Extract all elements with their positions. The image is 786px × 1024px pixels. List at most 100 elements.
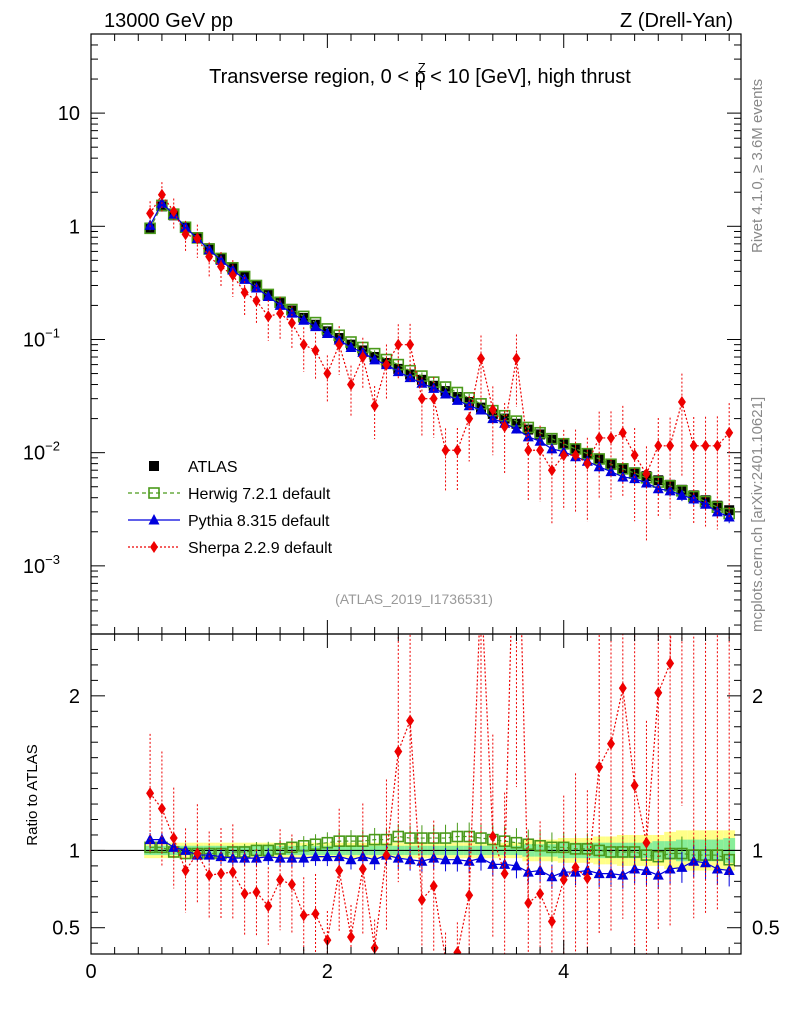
- ratio-y-axis-label: Ratio to ATLAS: [24, 744, 41, 845]
- sherpa-point: [524, 444, 533, 457]
- ratio-sherpa-point: [157, 802, 166, 815]
- ratio-ticks: 0.5 0.5 1 1 2 2 0 2 4: [52, 634, 780, 983]
- ratio-sherpa-point: [169, 832, 178, 845]
- ratio-sherpa-point: [500, 867, 509, 880]
- sherpa-point: [370, 399, 379, 412]
- ratio-sherpa-point: [299, 909, 308, 922]
- pythia-point: [546, 442, 558, 454]
- ratio-pythia-point: [310, 850, 322, 862]
- ratio-pythia-point: [581, 864, 593, 876]
- main-y-tick-exponent: −1: [45, 325, 60, 340]
- ratio-y-tick-label-right: 1: [752, 840, 763, 862]
- pythia-point: [250, 282, 262, 293]
- ratio-pythia-point: [475, 852, 487, 863]
- ratio-pythia-point: [369, 853, 381, 865]
- sherpa-point: [630, 449, 639, 462]
- ratio-sherpa-point: [193, 847, 202, 860]
- ratio-sherpa-point: [465, 889, 474, 902]
- main-y-tick-label: 1: [69, 216, 80, 238]
- header-process-right: Z (Drell-Yan): [620, 10, 733, 32]
- main-y-tick-label: 10−2: [23, 439, 60, 465]
- ratio-pythia-point: [215, 850, 227, 862]
- sherpa-point: [465, 412, 474, 425]
- sherpa-point: [618, 426, 627, 439]
- ratio-pythia-point: [286, 852, 298, 863]
- sherpa-point: [193, 232, 202, 245]
- pythia-point: [510, 422, 522, 434]
- ratio-sherpa-point: [642, 836, 651, 849]
- ratio-sherpa-point: [205, 869, 214, 882]
- ratio-y-tick-label-right: 0.5: [752, 918, 780, 940]
- pythia-point: [534, 435, 546, 446]
- x-tick-label: 2: [322, 961, 333, 983]
- ratio-sherpa-point: [429, 879, 438, 892]
- title-suffix: < 10 [GeV], high thrust: [425, 66, 632, 88]
- ratio-sherpa-point: [678, 78, 686, 90]
- legend-label-sherpa: Sherpa 2.2.9 default: [188, 540, 333, 557]
- main-y-tick-label: 10: [58, 103, 80, 125]
- sherpa-point: [725, 426, 734, 439]
- sherpa-point: [453, 444, 462, 457]
- sherpa-point: [689, 439, 698, 452]
- pythia-point: [676, 489, 688, 500]
- pythia-point: [652, 482, 664, 494]
- sherpa-point: [323, 367, 332, 380]
- ratio-herwig-line: [150, 835, 730, 861]
- ratio-y-tick-label: 2: [69, 686, 80, 708]
- pythia-point: [522, 430, 534, 442]
- ratio-herwig-point: [475, 832, 487, 844]
- ratio-pythia-point: [262, 850, 274, 862]
- sherpa-point: [276, 307, 285, 320]
- sherpa-point: [287, 316, 296, 329]
- legend-marker-herwig: [148, 487, 160, 499]
- sherpa-point: [536, 444, 545, 457]
- main-y-tick-label: 10−3: [23, 552, 60, 578]
- sherpa-point: [169, 205, 178, 218]
- sherpa-point: [559, 449, 568, 462]
- ratio-sherpa-point: [347, 930, 355, 943]
- sherpa-point: [477, 352, 485, 365]
- main-y-tick-exponent: −2: [45, 439, 60, 454]
- pythia-point: [286, 307, 298, 318]
- legend-label-pythia: Pythia 8.315 default: [188, 513, 330, 530]
- pythia-point: [262, 290, 274, 301]
- ratio-sherpa-point: [536, 887, 545, 900]
- ratio-pythia-point: [345, 853, 357, 865]
- pythia-point: [321, 327, 333, 338]
- title-prefix: Transverse region, 0 < p: [209, 66, 426, 88]
- ratio-sherpa-point: [571, 861, 580, 874]
- pythia-point: [144, 219, 156, 230]
- ratio-sherpa-point: [252, 886, 261, 899]
- sherpa-point: [642, 467, 651, 480]
- ratio-sherpa-point: [607, 737, 615, 750]
- legend-marker-atlas: [149, 461, 159, 471]
- sherpa-point: [595, 431, 604, 444]
- ratio-data-layer: [91, 78, 741, 954]
- pythia-point: [392, 365, 404, 377]
- ratio-sherpa-point: [228, 866, 237, 879]
- pythia-point: [345, 341, 357, 352]
- ratio-sherpa-point: [547, 915, 556, 928]
- sherpa-point: [441, 444, 450, 457]
- ratio-sherpa-point: [181, 864, 190, 877]
- sherpa-point: [264, 310, 273, 323]
- ratio-sherpa-point: [240, 887, 249, 900]
- ratio-pythia-point: [510, 859, 522, 871]
- legend-marker-pythia: [148, 514, 160, 525]
- pythia-point: [711, 505, 723, 517]
- main-data-layer: [144, 182, 735, 543]
- ratio-sherpa-point: [524, 896, 533, 909]
- x-tick-label: 4: [558, 961, 569, 983]
- title-subscript: T: [417, 78, 425, 93]
- legend-label-herwig: Herwig 7.2.1 default: [188, 486, 331, 503]
- sherpa-point: [701, 439, 710, 452]
- sherpa-point: [571, 449, 580, 462]
- pythia-point: [617, 470, 629, 482]
- herwig-line: [149, 204, 730, 515]
- pythia-point: [605, 465, 617, 477]
- ratio-herwig-point: [510, 836, 523, 849]
- ratio-y-tick-label: 0.5: [52, 918, 80, 940]
- ratio-pythia-point: [156, 833, 168, 845]
- ratio-sherpa-point: [217, 867, 225, 880]
